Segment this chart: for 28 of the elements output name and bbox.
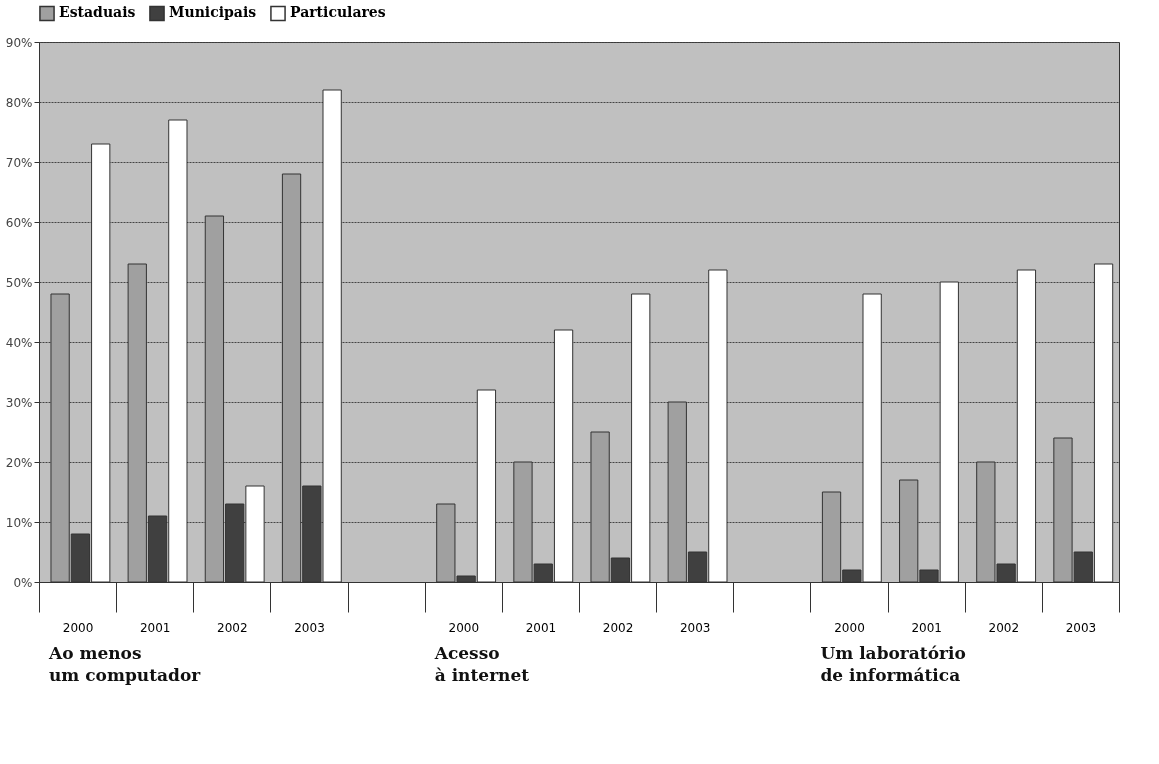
x-tick-label: 2002 [988, 620, 1020, 635]
y-tick-label: 80% [5, 95, 33, 110]
x-tick-label: 2000 [834, 620, 865, 635]
y-tick-label: 20% [5, 455, 33, 470]
y-tick-label: 10% [5, 515, 33, 530]
y-tick-label: 70% [5, 155, 33, 170]
y-tick-label: 30% [5, 395, 33, 410]
y-tick-label: 0% [13, 575, 33, 590]
x-tick-label: 2003 [1065, 620, 1097, 635]
x-tick-label: 2003 [294, 620, 325, 635]
y-tick-label: 50% [5, 275, 33, 290]
text: Ao menos um computador [48, 643, 202, 685]
text: Um laboratório de informática [820, 643, 966, 685]
text: Acesso à internet [433, 643, 530, 685]
y-tick-label: 90% [5, 35, 33, 50]
x-tick-label: 2003 [679, 620, 711, 635]
x-tick-label: 2001 [525, 620, 557, 635]
x-tick-label: 2000 [62, 620, 94, 635]
y-tick-label: 60% [5, 215, 33, 230]
legend-label: Municipais [169, 4, 257, 21]
y-tick-label: 40% [5, 335, 33, 350]
x-tick-label: 2001 [139, 620, 171, 635]
legend-label: Particulares [290, 4, 386, 21]
x-tick-label: 2000 [448, 620, 480, 635]
x-tick-label: 2001 [911, 620, 942, 635]
x-tick-label: 2002 [217, 620, 248, 635]
x-tick-label: 2002 [602, 620, 634, 635]
legend-label: Estaduais [59, 4, 136, 21]
